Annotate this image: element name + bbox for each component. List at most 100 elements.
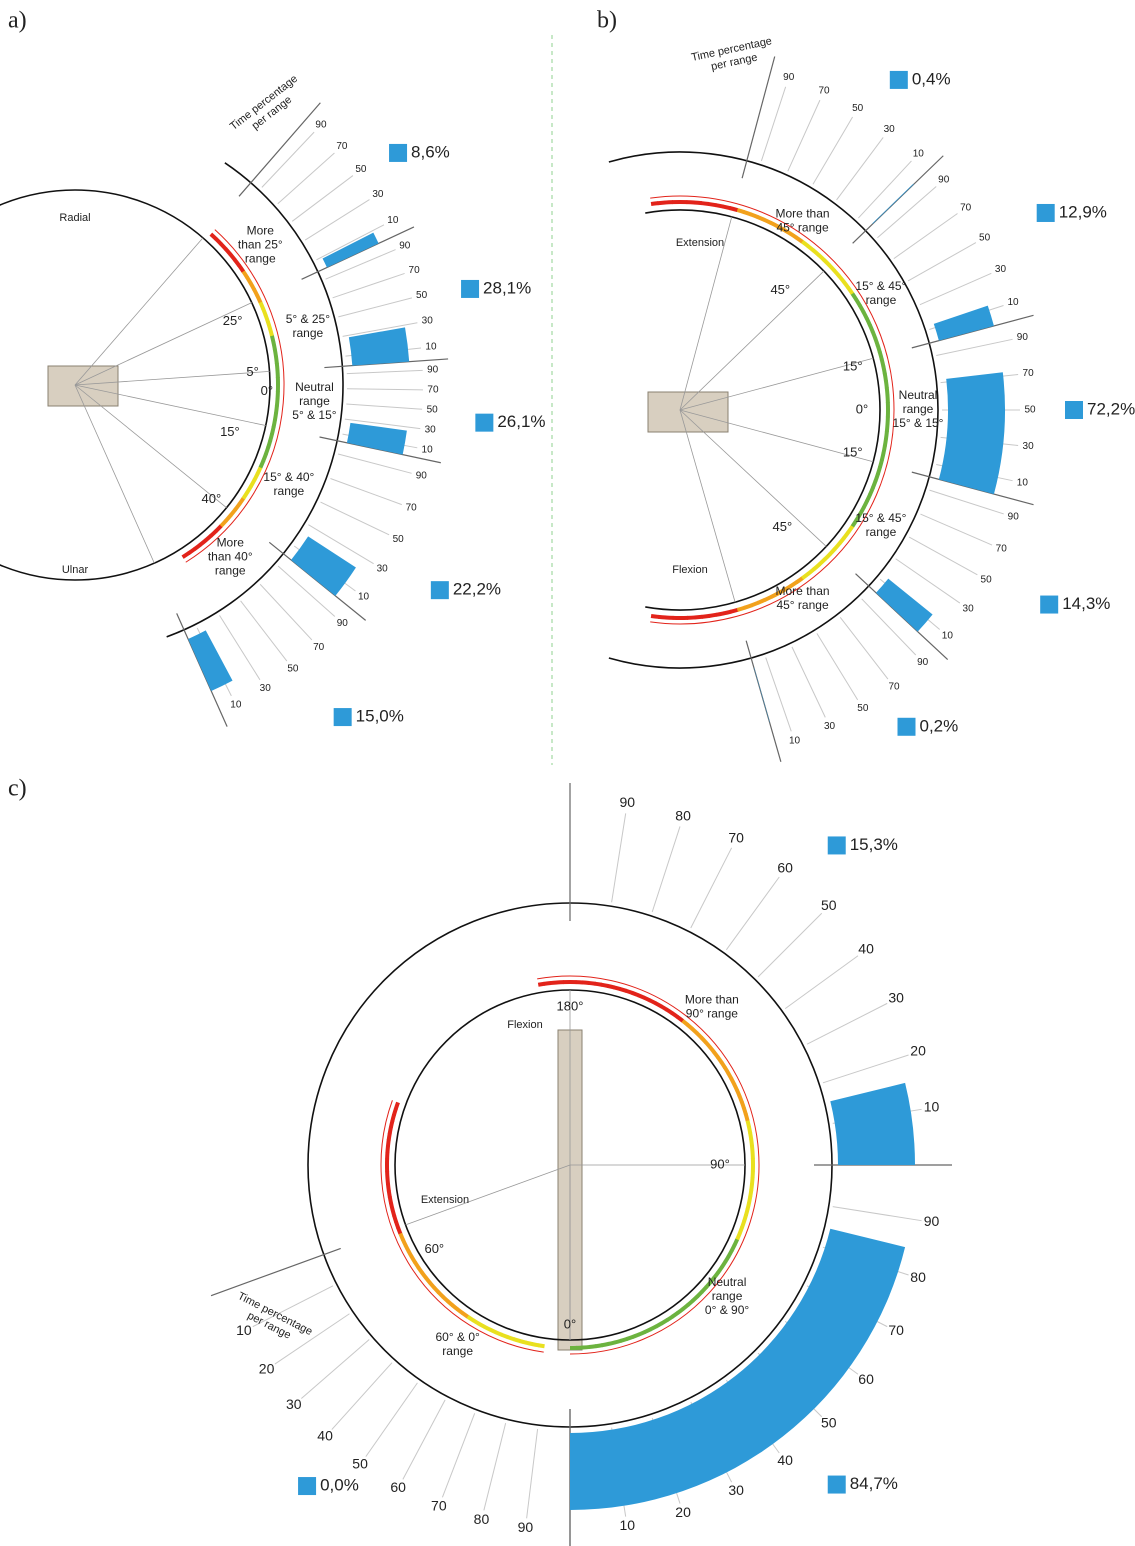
risk-arc bbox=[740, 1227, 743, 1234]
risk-arc bbox=[824, 554, 830, 560]
risk-arc bbox=[277, 363, 278, 371]
range-label: range bbox=[245, 252, 276, 266]
risk-arc bbox=[651, 203, 658, 204]
tick-label: 10 bbox=[942, 631, 954, 642]
risk-arc bbox=[235, 259, 240, 265]
risk-arc bbox=[750, 1133, 751, 1140]
angle-label: 0° bbox=[564, 1316, 576, 1331]
value-label: 72,2% bbox=[1087, 399, 1135, 418]
tick-label: 30 bbox=[824, 721, 836, 732]
risk-arc bbox=[723, 612, 731, 614]
legend-swatch bbox=[475, 414, 493, 432]
tick-label: 60 bbox=[858, 1371, 874, 1387]
risk-arc bbox=[870, 325, 873, 332]
risk-arc bbox=[757, 217, 764, 220]
legend-swatch bbox=[298, 1477, 316, 1495]
risk-arc bbox=[457, 1309, 463, 1313]
angle-label: 5° bbox=[246, 364, 258, 379]
legend-swatch bbox=[890, 71, 908, 89]
risk-arc bbox=[412, 1257, 416, 1263]
risk-arc bbox=[651, 616, 659, 617]
risk-arc bbox=[638, 995, 644, 998]
risk-arc bbox=[532, 1344, 539, 1345]
tick-label: 40 bbox=[777, 1452, 793, 1468]
tick-label: 10 bbox=[358, 592, 370, 603]
angle-label: 60° bbox=[424, 1241, 444, 1256]
tick-line bbox=[321, 502, 390, 535]
side-label: Radial bbox=[59, 212, 90, 224]
value-label: 14,3% bbox=[1062, 594, 1110, 613]
risk-arc bbox=[216, 526, 222, 532]
risk-arc bbox=[274, 420, 275, 428]
risk-arc bbox=[266, 315, 269, 322]
risk-arc bbox=[276, 356, 277, 364]
tick-label: 70 bbox=[888, 682, 900, 693]
risk-arc bbox=[501, 1335, 508, 1338]
range-label: More than bbox=[776, 584, 830, 598]
tick-line bbox=[338, 454, 412, 473]
angle-label: 40° bbox=[202, 491, 222, 506]
tick-label: 20 bbox=[259, 1360, 275, 1376]
risk-arc bbox=[692, 1296, 697, 1301]
risk-arc bbox=[765, 597, 772, 600]
risk-arc bbox=[710, 1047, 714, 1052]
risk-arc bbox=[438, 1292, 443, 1297]
tick-label: 90 bbox=[337, 618, 349, 629]
risk-arc bbox=[748, 1202, 750, 1209]
tick-label: 10 bbox=[387, 215, 399, 226]
range-label: range bbox=[442, 1344, 473, 1358]
legend-swatch bbox=[897, 718, 915, 736]
tick-line bbox=[330, 478, 401, 504]
risk-arc bbox=[683, 1305, 688, 1309]
tick-line bbox=[858, 161, 911, 218]
risk-arc bbox=[848, 287, 853, 294]
tick-label: 90 bbox=[619, 794, 635, 810]
tick-label: 50 bbox=[416, 290, 428, 301]
risk-arc bbox=[666, 1009, 672, 1013]
risk-arc bbox=[734, 1084, 737, 1090]
range-circle bbox=[0, 190, 270, 580]
range-label: range bbox=[866, 525, 897, 539]
legend-swatch bbox=[828, 836, 846, 854]
risk-arc bbox=[434, 1287, 439, 1292]
risk-arc bbox=[802, 241, 808, 246]
risk-arc bbox=[231, 509, 236, 515]
risk-arc bbox=[796, 237, 803, 242]
range-label: More bbox=[247, 224, 275, 238]
risk-arc bbox=[697, 1292, 702, 1297]
risk-arc bbox=[758, 600, 765, 603]
risk-arc bbox=[633, 1334, 640, 1337]
risk-arc bbox=[697, 1033, 702, 1038]
risk-arc bbox=[189, 549, 195, 553]
risk-arc bbox=[415, 1262, 419, 1268]
bar bbox=[570, 1229, 905, 1510]
risk-arc bbox=[694, 202, 702, 203]
risk-arc bbox=[650, 1326, 656, 1329]
tick-label: 20 bbox=[910, 1043, 926, 1059]
risk-arc bbox=[277, 398, 278, 406]
value-label: 84,7% bbox=[850, 1474, 898, 1493]
risk-arc bbox=[275, 413, 276, 421]
value-label: 15,0% bbox=[356, 707, 404, 726]
tick-label: 70 bbox=[888, 1322, 904, 1338]
risk-arc bbox=[662, 1320, 668, 1324]
tick-label: 90 bbox=[518, 1519, 534, 1535]
value-label: 0,4% bbox=[912, 69, 951, 88]
risk-arc bbox=[396, 1222, 398, 1229]
risk-arc bbox=[830, 549, 835, 555]
risk-arc bbox=[272, 427, 274, 435]
risk-arc bbox=[388, 1184, 389, 1191]
tick-label: 10 bbox=[230, 699, 242, 710]
risk-arc bbox=[882, 359, 884, 367]
risk-arc bbox=[796, 578, 803, 583]
tick-label: 10 bbox=[422, 444, 434, 455]
tick-label: 90 bbox=[1017, 332, 1029, 343]
risk-arc bbox=[392, 1209, 394, 1216]
tick-line bbox=[403, 1400, 445, 1479]
tick-label: 30 bbox=[884, 124, 896, 135]
risk-arc bbox=[626, 991, 633, 993]
risk-arc bbox=[392, 1115, 394, 1122]
range-label: range bbox=[274, 484, 305, 498]
range-label: 5° & 25° bbox=[286, 312, 330, 326]
risk-arc bbox=[864, 501, 868, 508]
